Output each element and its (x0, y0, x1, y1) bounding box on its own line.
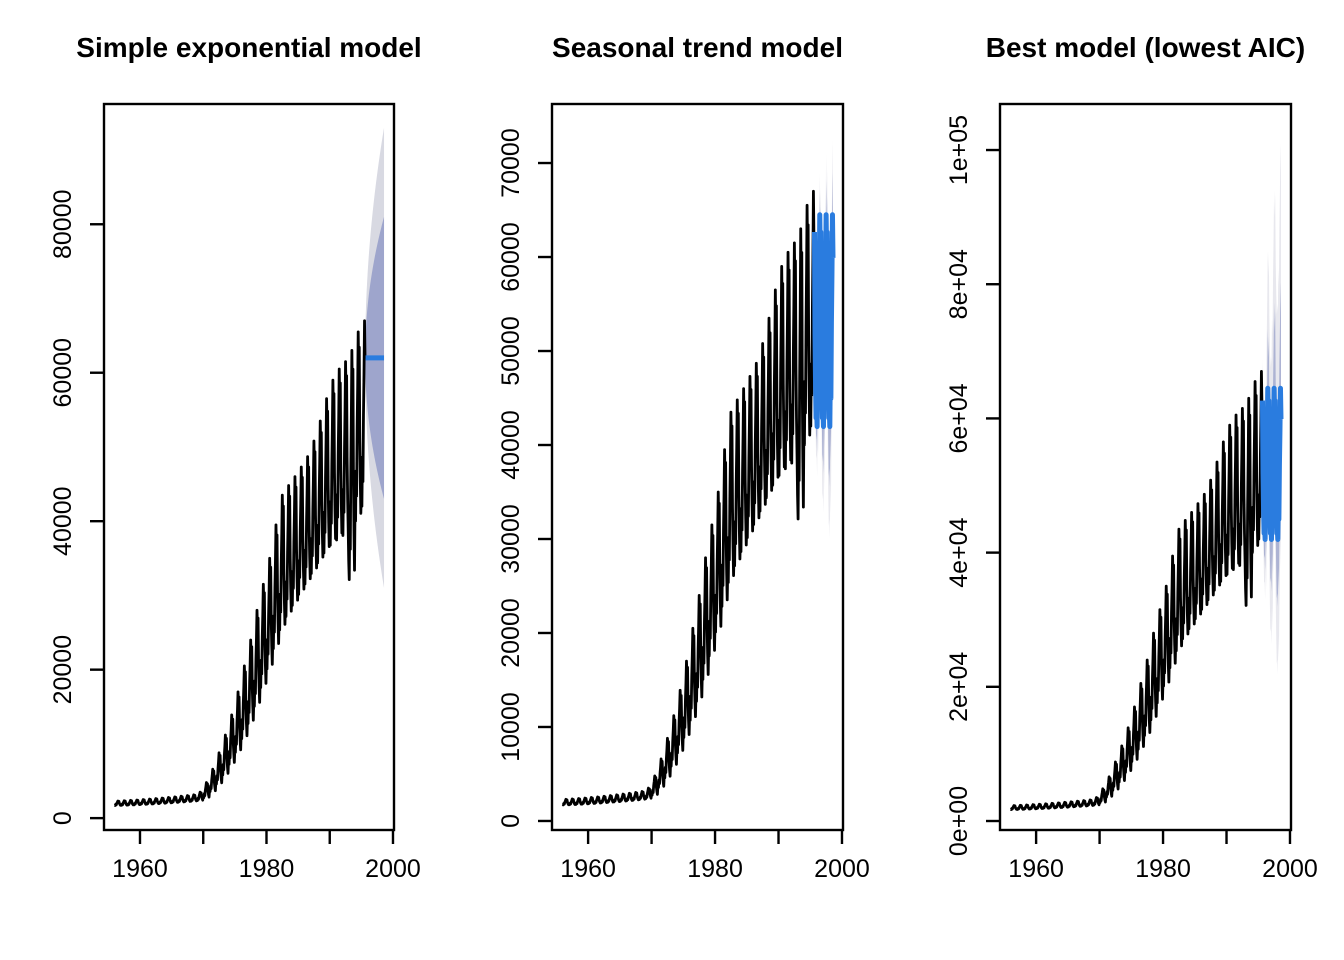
y-tick-label: 10000 (497, 692, 525, 762)
panel-2: 1960 1980 20000100002000030000400005000060… (497, 102, 870, 883)
x-tick-label: 1980 (687, 855, 743, 883)
x-tick-label: 2000 (814, 855, 870, 883)
y-tick-label: 80000 (49, 189, 77, 259)
x-tick-label: 1960 (560, 855, 616, 883)
plot-box (998, 102, 1293, 832)
y-tick-label: 20000 (49, 635, 77, 705)
y-tick-label: 0 (49, 811, 77, 825)
y-tick-label: 20000 (497, 598, 525, 668)
panel-title-simple-exponential: Simple exponential model (76, 32, 422, 63)
x-tick-label: 1980 (1135, 855, 1191, 883)
forecast-mean-line (1259, 385, 1284, 542)
y-tick-label: 0e+00 (945, 786, 973, 856)
history-series-line (561, 189, 816, 807)
y-tick-label: 8e+04 (945, 249, 973, 319)
y-tick-label: 4e+04 (945, 517, 973, 587)
x-tick-label: 1960 (1008, 855, 1064, 883)
forecast-mean-line (811, 212, 836, 430)
history-series-line (113, 319, 367, 807)
x-tick-label: 1980 (239, 855, 295, 883)
y-tick-label: 70000 (497, 128, 525, 198)
y-tick-label: 40000 (497, 410, 525, 480)
y-tick-label: 1e+05 (945, 115, 973, 185)
x-tick-label: 2000 (365, 855, 421, 883)
history-series-line (1009, 370, 1264, 811)
y-tick-label: 50000 (497, 316, 525, 386)
y-tick-label: 6e+04 (945, 383, 973, 453)
y-tick-label: 0 (497, 814, 525, 828)
plot-box (550, 102, 845, 832)
y-tick-label: 60000 (49, 338, 77, 408)
x-tick-label: 2000 (1262, 855, 1318, 883)
x-tick-label: 1960 (112, 855, 168, 883)
y-tick-label: 30000 (497, 504, 525, 574)
panel-title-best-model: Best model (lowest AIC) (985, 32, 1306, 63)
panel-3: 1960 1980 2000 0e+00 2e+04 4e+04 6e+04 8e+04 1e+… (945, 102, 1318, 883)
y-tick-label: 40000 (49, 486, 77, 556)
y-tick-label: 2e+04 (945, 652, 973, 722)
y-tick-label: 60000 (497, 222, 525, 292)
plot-box (102, 102, 396, 832)
panel-title-seasonal-trend: Seasonal trend model (552, 32, 843, 63)
